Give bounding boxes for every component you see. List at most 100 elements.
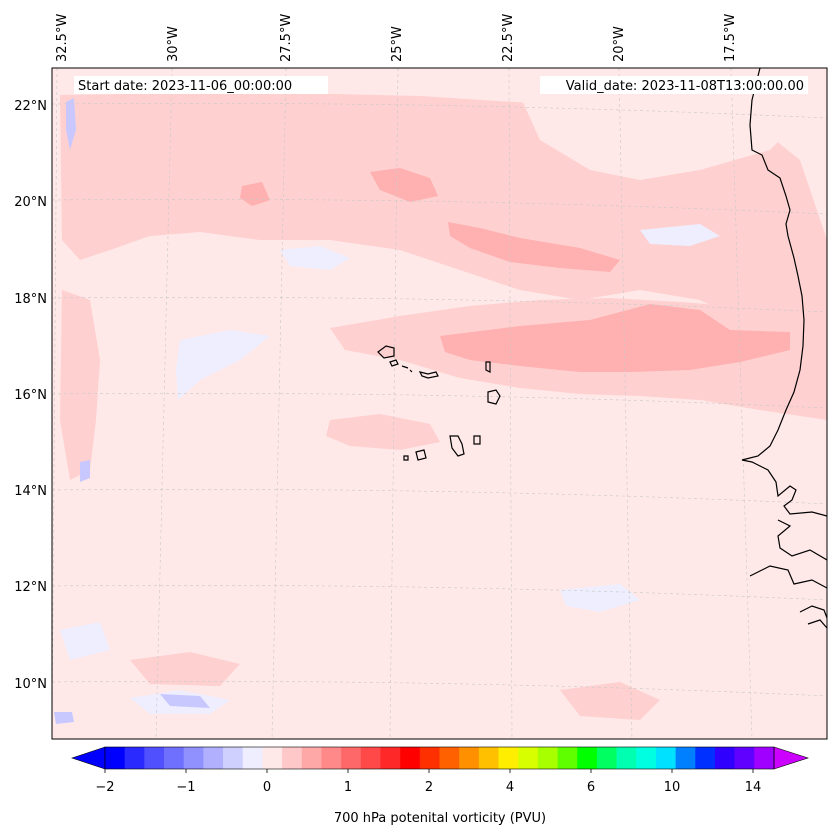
gridline-lon-22.5 [508,68,513,739]
island-santiago [449,435,465,457]
pv-contour-strip-west [60,290,100,480]
pv-negative-strong-1 [66,98,76,150]
coastline-africa [741,68,827,629]
colorbar-cell [616,747,637,769]
gridline-lon-27.5 [271,68,287,739]
pv-negative-strong-4 [54,712,74,724]
island-sal [485,361,491,373]
colorbar-cell [164,747,185,769]
lon-label-25w: 25°W [390,26,405,62]
colorbar-cell [498,747,519,769]
gridline-lon-17.5 [730,68,753,739]
colorbar-cell [754,747,775,769]
pv-contour-patch-south [326,414,440,450]
lat-label-12n: 12°N [14,580,47,595]
pv-negative-patch-5 [60,622,110,660]
lon-label-27.5w: 27.5°W [279,14,294,62]
gridline-lon-25 [389,68,399,739]
colorbar-tick-label-14: 14 [745,780,762,795]
colorbar-title: 700 hPa potenital vorticity (PVU) [334,811,546,826]
valid-date-box [540,76,808,94]
island-santa-luzia [401,365,413,373]
pv-negative-patch-2 [280,246,350,270]
lat-label-14n: 14°N [14,484,47,499]
gridline-lat-14 [52,488,827,505]
colorbar-cell [321,747,342,769]
colorbar-tick-label-m2: −2 [95,780,114,795]
colorbar-cell [439,747,460,769]
colorbar-extend-low [71,746,106,770]
colorbar-cell [695,747,716,769]
lon-label-32.5w: 32.5°W [55,14,70,62]
gridline-lat-20 [52,198,827,215]
colorbar-tick-label-0: 0 [263,780,271,795]
map-frame [51,67,828,740]
island-fogo [415,449,427,461]
colorbar-extend-high [773,746,809,770]
latitude-labels: 22°N 20°N 18°N 16°N 14°N 12°N 10°N [14,99,47,692]
start-date-box [74,76,328,94]
lon-label-30w: 30°W [166,26,181,62]
lon-label-20w: 20°W [612,26,627,62]
gridline-lat-18 [52,296,827,313]
lat-label-16n: 16°N [14,388,47,403]
colorbar-cell [459,747,480,769]
colorbar-cell [714,747,735,769]
colorbar-cell [183,747,204,769]
gridline-lat-16 [52,392,827,409]
colorbar-tick-labels: −2 −1 0 1 2 4 6 10 14 [95,780,761,795]
gridline-lon-20 [618,68,633,739]
lon-label-22.5w: 22.5°W [501,14,516,62]
valid-date-label: Valid_date: 2023-11-08T13:00:00.00 [566,79,804,94]
map-panel [51,67,828,740]
colorbar-cell [400,747,421,769]
colorbar-tick-label-4: 4 [506,780,514,795]
colorbar-cells [105,747,775,769]
colorbar-cell [203,747,224,769]
colorbar-tick-label-6: 6 [587,780,595,795]
colorbar-tick-label-1: 1 [344,780,352,795]
island-boa-vista [487,389,501,405]
island-brava [403,455,409,461]
colorbar-cell [478,747,499,769]
gridline-lat-10 [52,680,827,697]
colorbar-cell [596,747,617,769]
pv-negative-patch-1 [176,330,270,400]
lat-label-18n: 18°N [14,292,47,307]
colorbar-cell [537,747,558,769]
colorbar-cell [124,747,145,769]
pv-contour-streak-north [448,222,620,272]
colorbar-cell [380,747,401,769]
colorbar-cell [242,747,263,769]
colorbar-cell [557,747,578,769]
colorbar-frame [104,746,775,770]
colorbar-cell [341,747,362,769]
coastline [741,68,827,629]
gridline-lon-32.5 [52,68,58,739]
pv-low-region-ne [520,96,790,180]
colorbar-cell [734,747,755,769]
colorbar-cell [655,747,676,769]
start-date-label: Start date: 2023-11-06_00:00:00 [78,79,292,94]
longitude-labels: 32.5°W 30°W 27.5°W 25°W 22.5°W 20°W 17.5… [55,14,738,62]
colorbar-cell [262,747,283,769]
colorbar-tick-label-10: 10 [664,780,681,795]
colorbar-cell [301,747,322,769]
pv-contour-patch-sw [130,652,240,686]
island-maio [473,435,481,445]
colorbar-tick-label-m1: −1 [176,780,195,795]
colorbar-cell [675,747,696,769]
colorbar-cell [518,747,539,769]
colorbar-cell [144,747,165,769]
colorbar-cell [636,747,657,769]
pv-contour-core-central [440,304,790,372]
colorbar-cell [282,747,303,769]
lat-label-22n: 22°N [14,99,47,114]
colorbar-cell [105,747,125,769]
pv-contour-patch-se [560,682,660,720]
lat-label-20n: 20°N [14,195,47,210]
gridline-lat-22 [52,102,827,119]
colorbar-cell [577,747,598,769]
colorbar-cell [360,747,381,769]
